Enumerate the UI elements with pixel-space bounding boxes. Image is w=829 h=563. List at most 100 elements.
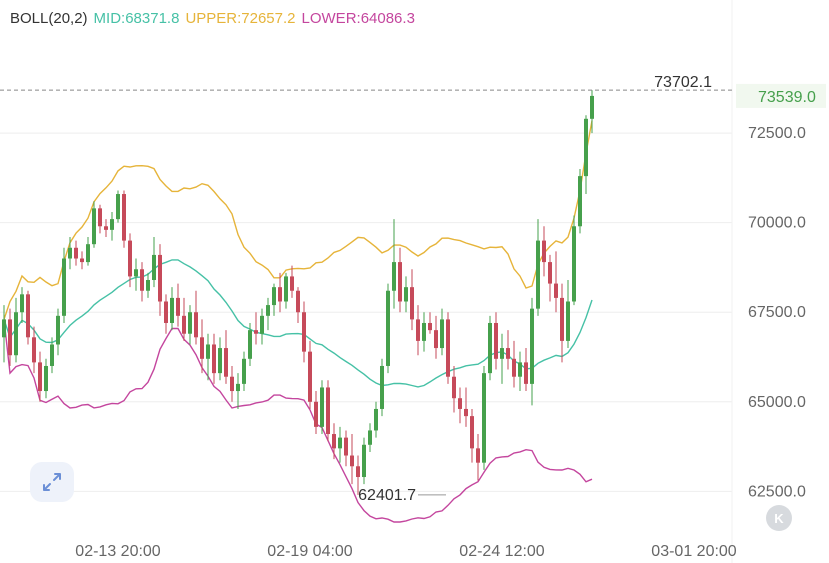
candle — [224, 330, 228, 384]
candle — [572, 215, 576, 306]
legend-upper: UPPER:72657.2 — [185, 10, 296, 27]
candle — [122, 190, 126, 248]
candle — [362, 437, 366, 485]
candle — [560, 283, 564, 363]
candle — [494, 312, 498, 370]
candle — [416, 305, 420, 356]
candle-body — [212, 344, 216, 374]
boll-mid-line — [3, 259, 593, 388]
candle — [566, 280, 570, 349]
candle — [506, 330, 510, 370]
candle — [440, 308, 444, 356]
candle — [236, 373, 240, 409]
candle-body — [392, 262, 396, 291]
candle-body — [368, 430, 372, 445]
legend-mid: MID:68371.8 — [93, 10, 180, 27]
candle — [8, 308, 12, 366]
candle — [146, 272, 150, 298]
candle-body — [266, 305, 270, 316]
candle-body — [512, 358, 516, 377]
y-tick-label: 65000.0 — [748, 394, 806, 411]
candle — [326, 380, 330, 442]
boll-upper-path — [3, 120, 593, 320]
candle — [290, 265, 294, 298]
candle-body — [242, 358, 246, 384]
candle-body — [20, 294, 24, 313]
candle — [368, 423, 372, 452]
candle-body — [326, 387, 330, 435]
candle-body — [200, 337, 204, 359]
candle — [278, 272, 282, 313]
candle-body — [146, 280, 150, 291]
candle-body — [302, 312, 306, 352]
candle-body — [362, 444, 366, 478]
candle — [92, 201, 96, 248]
candle — [518, 351, 522, 392]
candle — [56, 308, 60, 356]
candle — [218, 337, 222, 381]
candle — [176, 283, 180, 327]
candle — [242, 351, 246, 392]
candle-body — [68, 247, 72, 259]
price-markers: 73702.1 62401.7 73539.0 — [0, 74, 826, 504]
candle-body — [548, 262, 552, 284]
candle-body — [494, 322, 498, 359]
candle — [314, 391, 318, 435]
candles — [2, 90, 594, 495]
candle-body — [434, 330, 438, 349]
candle-body — [260, 315, 264, 334]
candle-body — [422, 322, 426, 341]
candle-body — [152, 254, 156, 280]
candle — [452, 365, 456, 413]
candle-body — [86, 244, 90, 263]
expand-chart-button[interactable] — [30, 462, 74, 502]
candle-body — [272, 287, 276, 306]
candle — [530, 297, 534, 406]
candle-body — [338, 437, 342, 449]
candle-body — [2, 319, 6, 338]
candle — [158, 244, 162, 316]
candle-body — [506, 348, 510, 359]
candle-body — [446, 319, 450, 377]
grid-lines — [0, 0, 733, 563]
candle-body — [536, 240, 540, 309]
candle — [584, 115, 588, 195]
candle — [62, 247, 66, 323]
candle — [464, 387, 468, 427]
candle — [194, 290, 198, 345]
candle-body — [428, 322, 432, 331]
candle — [380, 358, 384, 417]
y-axis: 62500.0 65000.0 67500.0 70000.0 72500.0 — [748, 125, 806, 500]
candle-body — [554, 283, 558, 298]
candle — [554, 251, 558, 313]
candle — [20, 287, 24, 323]
candle — [98, 204, 102, 234]
candle — [128, 233, 132, 288]
candle — [458, 387, 462, 424]
candle-body — [134, 269, 138, 277]
candle — [542, 226, 546, 277]
boll-upper-line — [3, 120, 593, 320]
candle — [152, 237, 156, 288]
candle — [428, 312, 432, 334]
candle — [134, 258, 138, 291]
candle — [590, 90, 594, 134]
k-icon[interactable]: K — [766, 505, 792, 531]
x-axis: 02-13 20:00 02-19 04:00 02-24 12:00 03-01 2… — [75, 543, 737, 560]
candle — [14, 297, 18, 363]
candle-body — [26, 294, 30, 338]
candle-body — [380, 365, 384, 409]
candle-body — [56, 315, 60, 345]
candle — [68, 237, 72, 270]
candle-body — [386, 290, 390, 366]
y-tick-label: 70000.0 — [748, 215, 806, 232]
candle-body — [110, 219, 114, 230]
candle — [422, 312, 426, 352]
candle-body — [194, 312, 198, 338]
candle — [212, 333, 216, 384]
legend-name: BOLL(20,2) — [10, 10, 88, 27]
candle-body — [122, 194, 126, 241]
candle — [284, 272, 288, 309]
candle — [116, 190, 120, 223]
